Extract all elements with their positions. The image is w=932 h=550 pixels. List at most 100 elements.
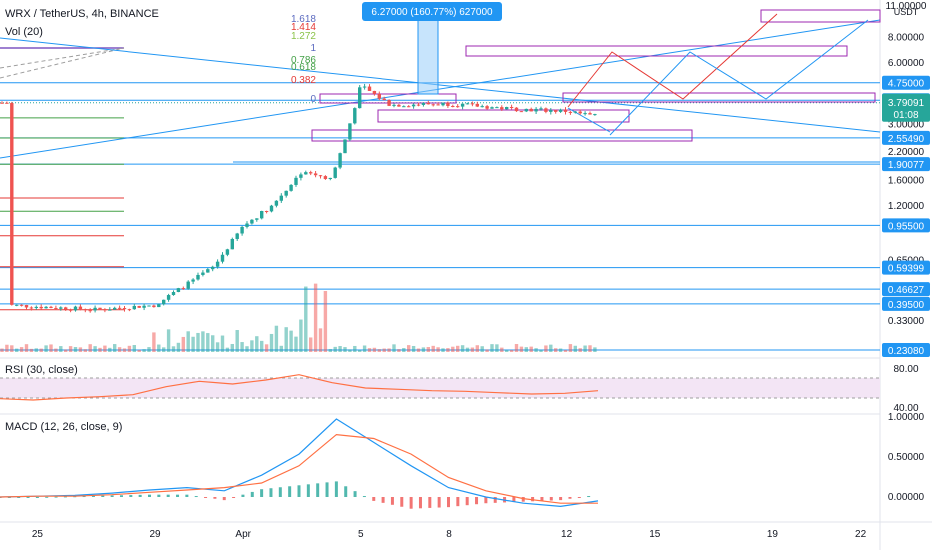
candle-body xyxy=(309,172,313,174)
macd-histogram-bar xyxy=(157,494,161,497)
macd-histogram-bar xyxy=(437,497,441,508)
volume-bar xyxy=(460,345,465,352)
volume-bar xyxy=(78,347,83,352)
volume-bar xyxy=(505,349,509,352)
candle-body xyxy=(490,107,494,109)
macd-histogram-bar xyxy=(344,486,348,497)
volume-bar xyxy=(137,349,141,352)
candle-body xyxy=(49,306,53,308)
macd-histogram-bar xyxy=(129,495,133,497)
macd-histogram-bar xyxy=(35,497,39,498)
macd-histogram-bar xyxy=(91,495,95,497)
candle-body xyxy=(563,109,568,112)
macd-histogram-bar xyxy=(185,494,189,497)
price-level-badge xyxy=(882,282,930,297)
volume-bar xyxy=(0,348,4,352)
volume-bar xyxy=(402,348,406,352)
candle-body xyxy=(426,102,430,105)
macd-histogram-bar xyxy=(166,494,170,497)
candle-body xyxy=(470,103,475,105)
volume-bar xyxy=(117,347,122,352)
candle-body xyxy=(260,211,264,219)
price-level-label: 0.23080 xyxy=(888,346,925,357)
candle-body xyxy=(235,233,239,239)
candle-body xyxy=(358,87,362,109)
candle-body xyxy=(304,172,308,175)
volume-bar xyxy=(255,336,259,352)
macd-histogram-bar xyxy=(101,495,105,497)
volume-bar xyxy=(377,349,381,352)
candle-body xyxy=(328,177,332,179)
macd-histogram-bar xyxy=(63,496,67,498)
price-tick-label: 11.00000 xyxy=(886,1,927,12)
volume-bar xyxy=(416,348,421,352)
candle-body xyxy=(29,307,34,309)
currency-label: USDT xyxy=(894,7,919,17)
candle-body xyxy=(402,106,406,108)
volume-bar xyxy=(446,348,450,352)
macd-tick-label: 0.50000 xyxy=(888,452,925,463)
volume-bar xyxy=(264,344,269,352)
volume-bar xyxy=(485,349,489,352)
macd-histogram-bar xyxy=(119,495,123,497)
candle-body xyxy=(495,107,499,109)
candle-body xyxy=(460,103,465,107)
price-tick-label: 1.60000 xyxy=(888,175,925,186)
candle-body xyxy=(181,288,185,290)
macd-histogram-bar xyxy=(54,496,58,498)
macd-histogram-bar xyxy=(540,497,544,501)
volume-bar xyxy=(358,349,362,352)
candle-body xyxy=(186,281,190,289)
candle-body xyxy=(313,173,318,176)
candle-body xyxy=(338,153,342,168)
volume-bar xyxy=(588,345,592,352)
macd-histogram-bar xyxy=(82,496,86,498)
candle-body xyxy=(162,299,166,305)
macd-histogram-bar xyxy=(176,494,180,497)
volume-bar xyxy=(68,346,73,352)
candle-body xyxy=(397,104,401,107)
candle-body xyxy=(407,106,411,108)
volume-bar xyxy=(534,348,538,352)
volume-bar xyxy=(274,325,279,352)
macd-histogram-bar xyxy=(148,494,151,497)
candle-body xyxy=(372,90,377,94)
macd-histogram-bar xyxy=(241,494,245,497)
measure-range xyxy=(417,19,439,95)
macd-histogram-bar xyxy=(409,497,413,509)
macd-histogram-bar xyxy=(521,497,525,502)
macd-label: MACD (12, 26, close, 9) xyxy=(5,421,123,433)
fib-level-label: 0.382 xyxy=(291,75,316,86)
volume-bar xyxy=(289,330,293,352)
volume-bar xyxy=(142,349,146,352)
volume-bar xyxy=(544,345,548,352)
volume-bar xyxy=(382,348,386,352)
macd-histogram-bar xyxy=(260,489,264,497)
volume-bar xyxy=(549,344,553,352)
volume-bar xyxy=(147,347,151,352)
volume-bar xyxy=(24,344,29,352)
candle-body xyxy=(176,288,181,293)
fib-level-label: 0.618 xyxy=(291,62,316,73)
candle-body xyxy=(34,306,38,308)
macd-histogram-bar xyxy=(400,497,404,507)
volume-bar xyxy=(220,335,225,352)
candle-body xyxy=(44,306,48,309)
price-level-badge xyxy=(882,296,930,311)
candle-body xyxy=(98,307,102,310)
candle-body xyxy=(230,238,234,250)
candle-body xyxy=(5,102,9,104)
candle-body xyxy=(558,109,563,112)
candle-body xyxy=(544,108,548,112)
volume-bar xyxy=(279,345,283,352)
zone-rectangle xyxy=(562,92,876,103)
candle-body xyxy=(367,86,372,91)
candle-body xyxy=(157,304,161,308)
candle-body xyxy=(549,110,553,112)
volume-bar xyxy=(328,349,332,352)
volume-bar xyxy=(235,330,239,352)
volume-bar xyxy=(260,340,264,352)
volume-bar xyxy=(348,349,352,352)
macd-tick-label: 0.00000 xyxy=(888,492,925,503)
